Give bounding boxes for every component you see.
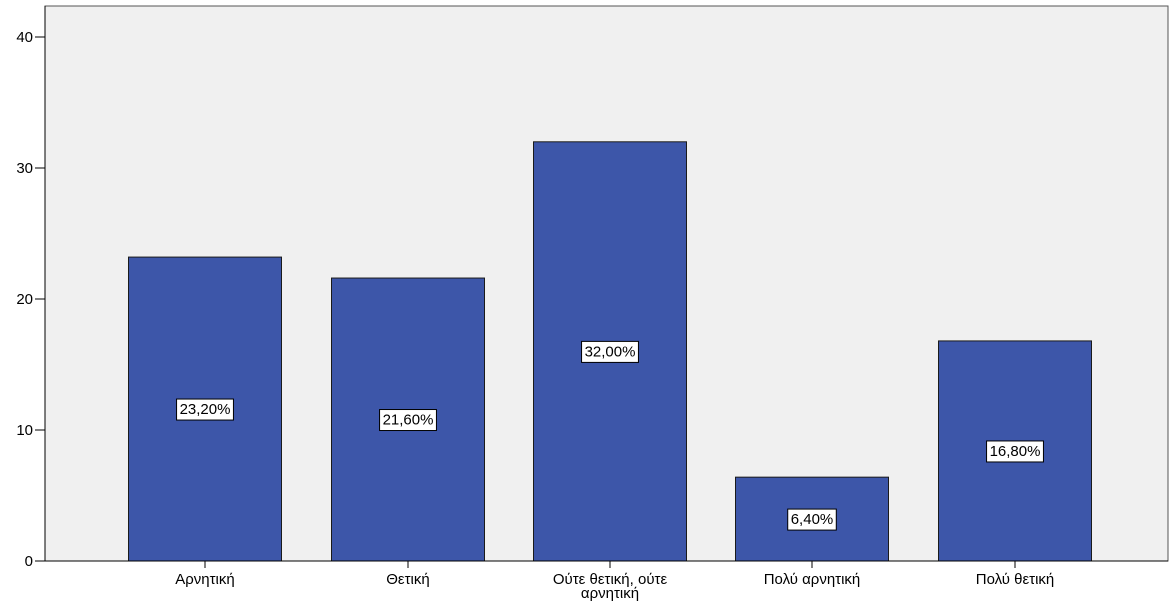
data-label: 32,00%	[581, 340, 639, 363]
x-category-label: Θετική	[386, 571, 429, 588]
data-label-box	[581, 340, 639, 363]
y-tick-label: 20	[16, 291, 33, 308]
data-label: 16,80%	[986, 440, 1044, 463]
data-label: 6,40%	[787, 508, 837, 531]
data-label-text: 23,20%	[180, 401, 231, 418]
data-labels-layer: 23,20% 21,60% 32,00% 6,40% 16,80%	[176, 340, 1044, 531]
data-label-box	[787, 508, 837, 531]
y-tick-label: 40	[16, 29, 33, 46]
x-category-label: Ούτε θετική, ούτε αρνητική	[553, 571, 668, 602]
data-label-text: 6,40%	[791, 511, 834, 528]
data-label-box	[379, 409, 437, 432]
y-tick-label: 10	[16, 422, 33, 439]
data-label-box	[986, 440, 1044, 463]
data-label-box	[176, 398, 234, 421]
data-label: 21,60%	[379, 409, 437, 432]
x-category-label: Πολύ αρνητική	[764, 571, 861, 588]
data-label-text: 21,60%	[383, 412, 434, 429]
x-category-label: Πολύ θετική	[976, 571, 1055, 588]
y-tick-label: 0	[25, 553, 33, 570]
data-label: 23,20%	[176, 398, 234, 421]
x-category-label: Αρνητική	[175, 571, 234, 588]
axes-layer: 0 10 20 30 40 Αρνητική Θετική Ούτε θετική, ούτε…	[16, 6, 1168, 602]
data-label-text: 32,00%	[585, 343, 636, 360]
y-tick-label: 30	[16, 160, 33, 177]
data-label-text: 16,80%	[990, 443, 1041, 460]
